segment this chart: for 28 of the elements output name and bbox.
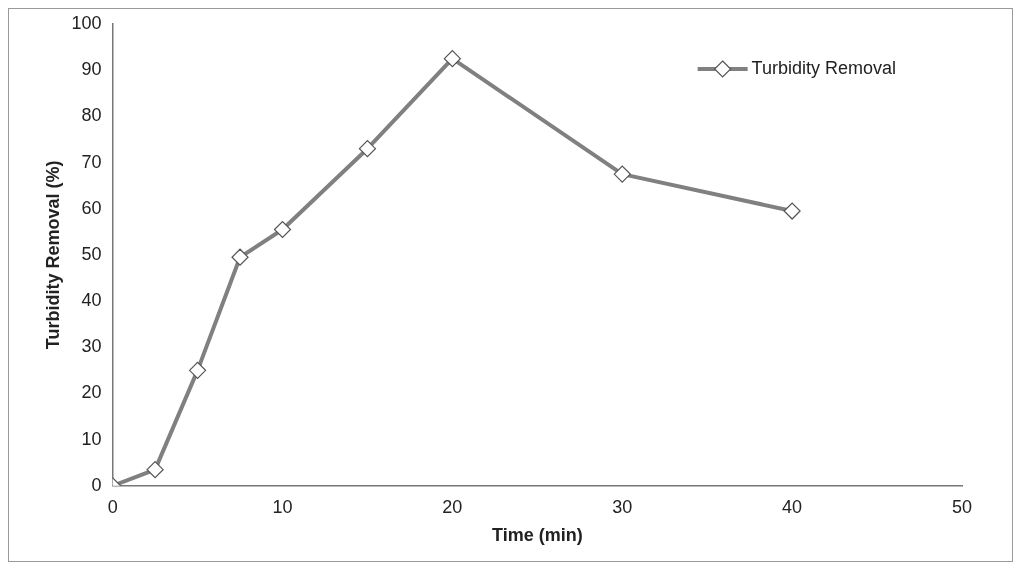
x-axis-title: Time (min) [491, 525, 583, 546]
x-tick-label: 30 [612, 496, 633, 517]
x-tick-label: 10 [272, 496, 293, 517]
x-tick-label: 0 [107, 496, 118, 517]
point [613, 165, 631, 183]
x-tick-label: 50 [951, 496, 973, 517]
y-tick-label: 60 [81, 197, 102, 218]
y-tick-label: 10 [81, 428, 102, 449]
y-axis-title: Turbidity Removal (%) [42, 160, 63, 350]
y-tick-label: 40 [81, 290, 102, 311]
y-tick-label: 30 [81, 336, 102, 357]
y-tick-label: 70 [81, 151, 102, 172]
point [146, 461, 164, 479]
point [188, 361, 207, 379]
point [783, 202, 801, 220]
y-tick-label: 0 [91, 474, 102, 495]
x-tick-label: 20 [442, 496, 463, 517]
point [358, 140, 377, 158]
y-tick-label: 80 [81, 105, 102, 126]
point [443, 50, 461, 68]
legend-label: Turbidity Removal [751, 57, 897, 78]
y-tick-label: 50 [81, 243, 102, 264]
x-tick-label: 40 [782, 496, 803, 517]
point [273, 220, 292, 239]
y-tick-label: 20 [81, 382, 102, 403]
y-tick-label: 100 [71, 12, 102, 33]
y-tick-label: 90 [81, 59, 102, 80]
point [231, 248, 249, 266]
